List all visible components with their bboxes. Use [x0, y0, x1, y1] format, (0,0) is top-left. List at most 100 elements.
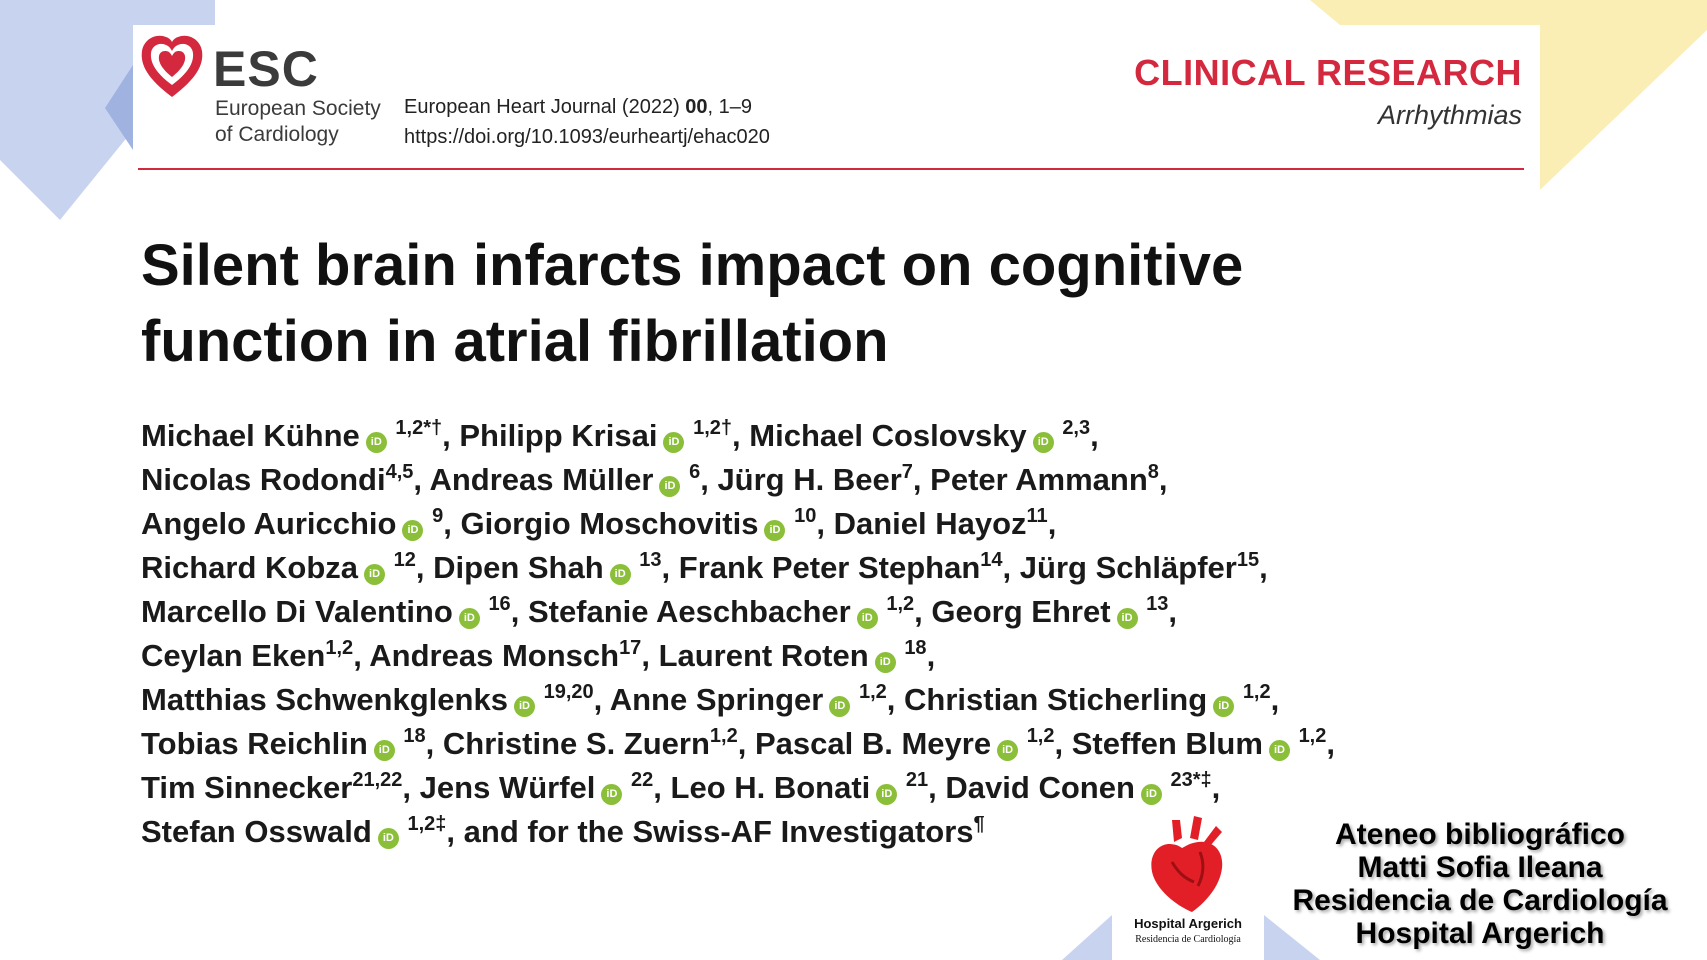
category-label: CLINICAL RESEARCH [1134, 52, 1522, 93]
author-name: Tim Sinnecker [141, 770, 353, 805]
author-affiliation: 17 [619, 637, 642, 659]
orcid-icon[interactable]: iD [601, 784, 623, 805]
author-entry: Daniel Hayoz11, [833, 505, 1057, 541]
article-title: Silent brain infarcts impact on cognitiv… [141, 233, 1244, 374]
author-entry: Tobias Reichlin iD 18, [141, 725, 435, 761]
author-name: Tobias Reichlin [141, 726, 368, 761]
author-name: Jürg H. Beer [717, 462, 902, 497]
orcid-icon[interactable]: iD [1116, 608, 1138, 629]
author-affiliation: 7 [901, 461, 913, 483]
orcid-icon[interactable]: iD [458, 608, 480, 629]
author-affiliation: 12 [393, 549, 416, 571]
author-entry: Christine S. Zuern1,2, [442, 725, 747, 761]
author-affiliation: 18 [904, 637, 927, 659]
author-entry: Stefan Osswald iD 1,2‡, [141, 813, 456, 849]
author-entry: Georg Ehret iD 13, [931, 593, 1178, 629]
author-entry: Pascal B. Meyre iD 1,2, [754, 725, 1064, 761]
author-name: Giorgio Moschovitis [460, 506, 759, 541]
author-name: David Conen [945, 770, 1135, 805]
author-affiliation: 16 [488, 593, 511, 615]
author-entry: Leo H. Bonati iD 21, [670, 769, 937, 805]
author-entry: Jens Würfel iD 22, [419, 769, 662, 805]
orcid-icon[interactable]: iD [377, 828, 399, 849]
orcid-icon[interactable]: iD [513, 696, 535, 717]
author-affiliation: 22 [631, 769, 654, 791]
esc-heart-logo-icon [141, 35, 203, 97]
credit-line: Matti Sofia Ileana [1357, 851, 1603, 884]
author-name: Michael Coslovsky [749, 418, 1027, 453]
author-name: Frank Peter Stephan [678, 550, 981, 585]
author-affiliation: 21,22 [352, 769, 403, 791]
author-entry: Andreas Monsch17, [369, 637, 650, 673]
author-entry: Jürg H. Beer7, [717, 461, 922, 497]
author-affiliation: 1,2 [1242, 681, 1271, 703]
author-affiliation: 1,2*† [395, 417, 443, 439]
orcid-icon[interactable]: iD [1032, 432, 1054, 453]
author-affiliation: 15 [1236, 549, 1260, 571]
orcid-icon[interactable]: iD [659, 476, 681, 497]
author-entry: Nicolas Rodondi4,5, [141, 461, 423, 497]
orcid-icon[interactable]: iD [876, 784, 898, 805]
header-divider [138, 168, 1524, 170]
author-name: Nicolas Rodondi [141, 462, 386, 497]
author-name: Michael Kühne [141, 418, 360, 453]
author-entry: Frank Peter Stephan14, [678, 549, 1012, 585]
orcid-icon[interactable]: iD [373, 740, 395, 761]
author-affiliation: 1,2 [886, 593, 915, 615]
author-name: Stefan Osswald [141, 814, 372, 849]
author-affiliation: 10 [794, 505, 817, 527]
orcid-icon[interactable]: iD [997, 740, 1019, 761]
author-name: Daniel Hayoz [833, 506, 1027, 541]
author-list: Michael Kühne iD 1,2*†, Philipp Krisai iD … [141, 414, 1541, 854]
doi-link[interactable]: https://doi.org/10.1093/eurheartj/ehac02… [404, 126, 770, 148]
author-entry: Michael Coslovsky iD 2,3, [749, 417, 1099, 453]
orcid-icon[interactable]: iD [663, 432, 685, 453]
author-affiliation: 18 [403, 725, 426, 747]
author-affiliation: 19,20 [543, 681, 594, 703]
orcid-icon[interactable]: iD [1268, 740, 1290, 761]
author-affiliation: 1,2 [858, 681, 887, 703]
author-entry: Richard Kobza iD 12, [141, 549, 425, 585]
orcid-icon[interactable]: iD [402, 520, 424, 541]
orcid-icon[interactable]: iD [609, 564, 631, 585]
author-affiliation: 2,3 [1062, 417, 1091, 439]
author-entry: Giorgio Moschovitis iD 10, [460, 505, 825, 541]
author-entry: Ceylan Eken1,2, [141, 637, 362, 673]
orcid-icon[interactable]: iD [364, 564, 386, 585]
author-name: Matthias Schwenkglenks [141, 682, 508, 717]
author-entry: Tim Sinnecker21,22, [141, 769, 412, 805]
orcid-icon[interactable]: iD [365, 432, 387, 453]
author-entry: Marcello Di Valentino iD 16, [141, 593, 520, 629]
author-affiliation: 1,2 [1026, 725, 1055, 747]
author-name: Laurent Roten [658, 638, 869, 673]
author-group-tail: and for the Swiss-AF Investigators¶ [463, 813, 985, 849]
author-entry: Philipp Krisai iD 1,2†, [459, 417, 741, 453]
author-affiliation: 4,5 [385, 461, 414, 483]
author-name: Leo H. Bonati [670, 770, 871, 805]
author-affiliation: 1,2 [709, 725, 738, 747]
author-name: Georg Ehret [931, 594, 1111, 629]
anatomical-heart-icon [1151, 816, 1223, 912]
orcid-icon[interactable]: iD [764, 520, 786, 541]
author-name: Marcello Di Valentino [141, 594, 453, 629]
author-affiliation: 13 [1146, 593, 1169, 615]
orcid-icon[interactable]: iD [1140, 784, 1162, 805]
author-entry: Angelo Auricchio iD 9, [141, 505, 452, 541]
author-entry: Anne Springer iD 1,2, [609, 681, 896, 717]
author-name: Andreas Müller [429, 462, 654, 497]
journal-citation: European Heart Journal (2022) 00, 1–9 ht… [404, 92, 770, 152]
orcid-icon[interactable]: iD [874, 652, 896, 673]
author-entry: Michael Kühne iD 1,2*†, [141, 417, 451, 453]
author-affiliation: 1,2 [325, 637, 354, 659]
author-affiliation: 1,2 [1298, 725, 1327, 747]
author-name: Jürg Schläpfer [1019, 550, 1237, 585]
author-name: Ceylan Eken [141, 638, 326, 673]
author-affiliation: 23*‡ [1170, 769, 1212, 791]
orcid-icon[interactable]: iD [1213, 696, 1235, 717]
orcid-icon[interactable]: iD [829, 696, 851, 717]
author-entry: Christian Sticherling iD 1,2, [904, 681, 1280, 717]
orcid-icon[interactable]: iD [856, 608, 878, 629]
hospital-logo-name: Hospital Argerich [1134, 916, 1242, 931]
author-affiliation: 14 [980, 549, 1003, 571]
author-name: Anne Springer [609, 682, 824, 717]
